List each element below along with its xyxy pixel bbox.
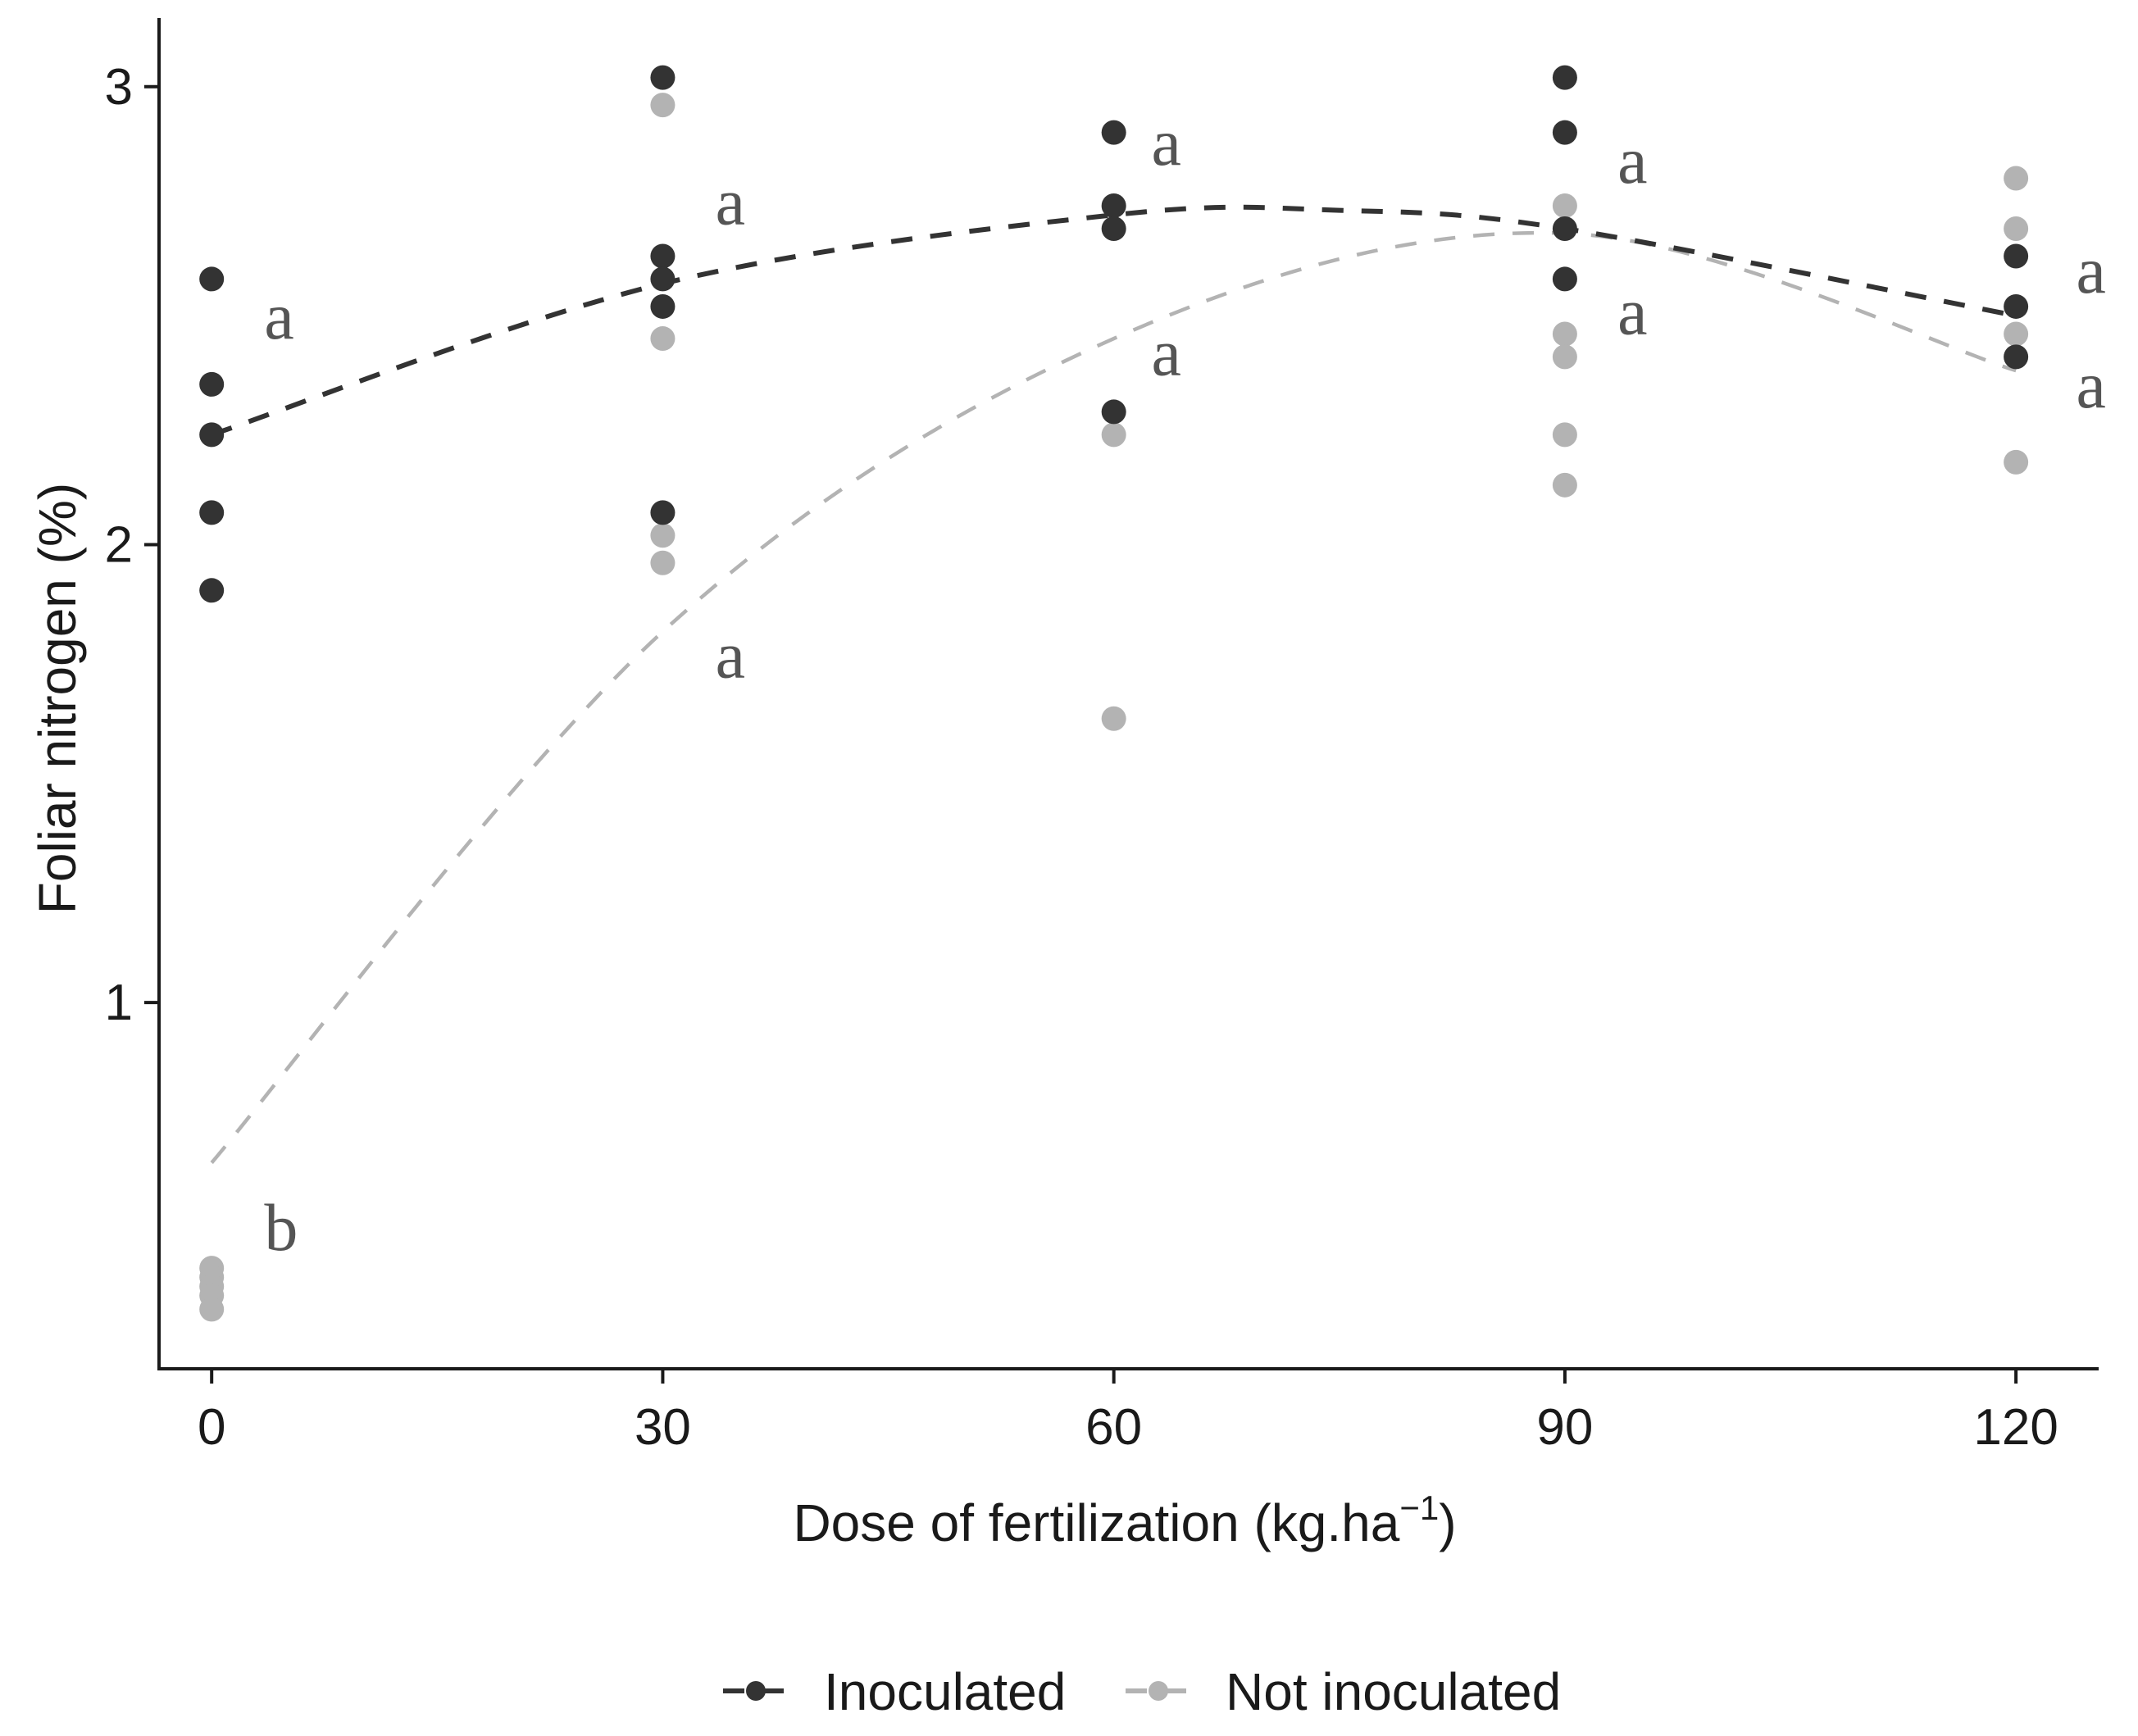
significance-letter: a — [716, 164, 745, 239]
data-point-not-inoculated — [650, 523, 676, 548]
data-point-not-inoculated — [1101, 422, 1126, 448]
data-point-inoculated — [1101, 193, 1126, 219]
data-point-inoculated — [650, 500, 676, 525]
data-point-not-inoculated — [2004, 321, 2029, 347]
significance-letter: a — [2076, 348, 2105, 422]
data-point-not-inoculated — [1101, 706, 1126, 731]
significance-letter: b — [264, 1190, 298, 1265]
axes: 1 2 3 0 30 60 90 120 — [105, 18, 2099, 1456]
data-point-inoculated — [199, 266, 225, 292]
data-point-inoculated — [2004, 243, 2029, 269]
x-tick-label: 120 — [1973, 1399, 2058, 1456]
data-point-inoculated — [1552, 65, 1577, 90]
data-point-inoculated — [2004, 344, 2029, 370]
data-point-not-inoculated — [2004, 216, 2029, 241]
legend-label-not-inoculated: Not inoculated — [1226, 1662, 1561, 1721]
x-axis-title-main: Dose of fertilization (kg.ha — [793, 1493, 1399, 1552]
x-axis-title: Dose of fertilization (kg.ha−1) — [793, 1488, 1456, 1552]
data-point-inoculated — [650, 293, 676, 319]
x-tick-label: 0 — [198, 1399, 225, 1456]
data-point-not-inoculated — [650, 326, 676, 352]
y-tick-label: 2 — [105, 516, 133, 573]
data-point-inoculated — [1101, 216, 1126, 241]
x-tick-label: 30 — [635, 1399, 691, 1456]
significance-letter: a — [1617, 274, 1647, 348]
y-tick-label: 3 — [105, 59, 133, 116]
y-axis-title: Foliar nitrogen (%) — [28, 483, 87, 914]
trend-line-not-inoculated — [210, 230, 2017, 1165]
y-tick-label: 1 — [105, 975, 133, 1031]
data-point-not-inoculated — [2004, 166, 2029, 191]
legend: Inoculated Not inoculated — [723, 1662, 1561, 1721]
data-point-inoculated — [1552, 216, 1577, 241]
data-point-inoculated — [199, 422, 225, 448]
significance-letter: a — [716, 617, 745, 692]
data-points — [199, 65, 2029, 1322]
y-ticks: 1 2 3 — [105, 59, 159, 1031]
legend-item-inoculated: Inoculated — [723, 1662, 1066, 1721]
significance-letter: a — [264, 279, 293, 353]
data-point-inoculated — [199, 371, 225, 397]
x-tick-label: 90 — [1536, 1399, 1593, 1456]
significance-letter: a — [1617, 123, 1647, 198]
significance-letter: a — [1152, 105, 1181, 180]
x-ticks: 0 30 60 90 120 — [198, 1369, 2058, 1456]
data-point-not-inoculated — [2004, 449, 2029, 475]
data-point-not-inoculated — [1552, 344, 1577, 370]
data-point-inoculated — [1101, 120, 1126, 145]
x-axis-title-superscript: −1 — [1399, 1488, 1439, 1527]
data-point-inoculated — [2004, 293, 2029, 319]
legend-marker-not-inoculated — [1149, 1681, 1168, 1701]
significance-letter: a — [2076, 233, 2105, 307]
legend-label-inoculated: Inoculated — [824, 1662, 1066, 1721]
data-point-inoculated — [1101, 399, 1126, 425]
data-point-inoculated — [650, 243, 676, 269]
trend-lines — [210, 204, 2017, 1165]
data-point-inoculated — [199, 500, 225, 525]
data-point-not-inoculated — [199, 1297, 225, 1322]
significance-letter: a — [1152, 316, 1181, 390]
data-point-not-inoculated — [1552, 472, 1577, 498]
x-axis-title-close: ) — [1439, 1493, 1456, 1552]
x-tick-label: 60 — [1085, 1399, 1142, 1456]
data-point-not-inoculated — [1552, 193, 1577, 219]
legend-marker-inoculated — [746, 1681, 766, 1701]
data-point-inoculated — [650, 266, 676, 292]
legend-item-not-inoculated: Not inoculated — [1126, 1662, 1561, 1721]
data-point-inoculated — [1552, 120, 1577, 145]
data-point-inoculated — [199, 578, 225, 603]
data-point-not-inoculated — [1552, 422, 1577, 448]
data-point-not-inoculated — [650, 550, 676, 575]
data-point-inoculated — [650, 65, 676, 90]
data-point-not-inoculated — [650, 93, 676, 118]
data-point-not-inoculated — [1552, 321, 1577, 347]
data-point-inoculated — [1552, 266, 1577, 292]
